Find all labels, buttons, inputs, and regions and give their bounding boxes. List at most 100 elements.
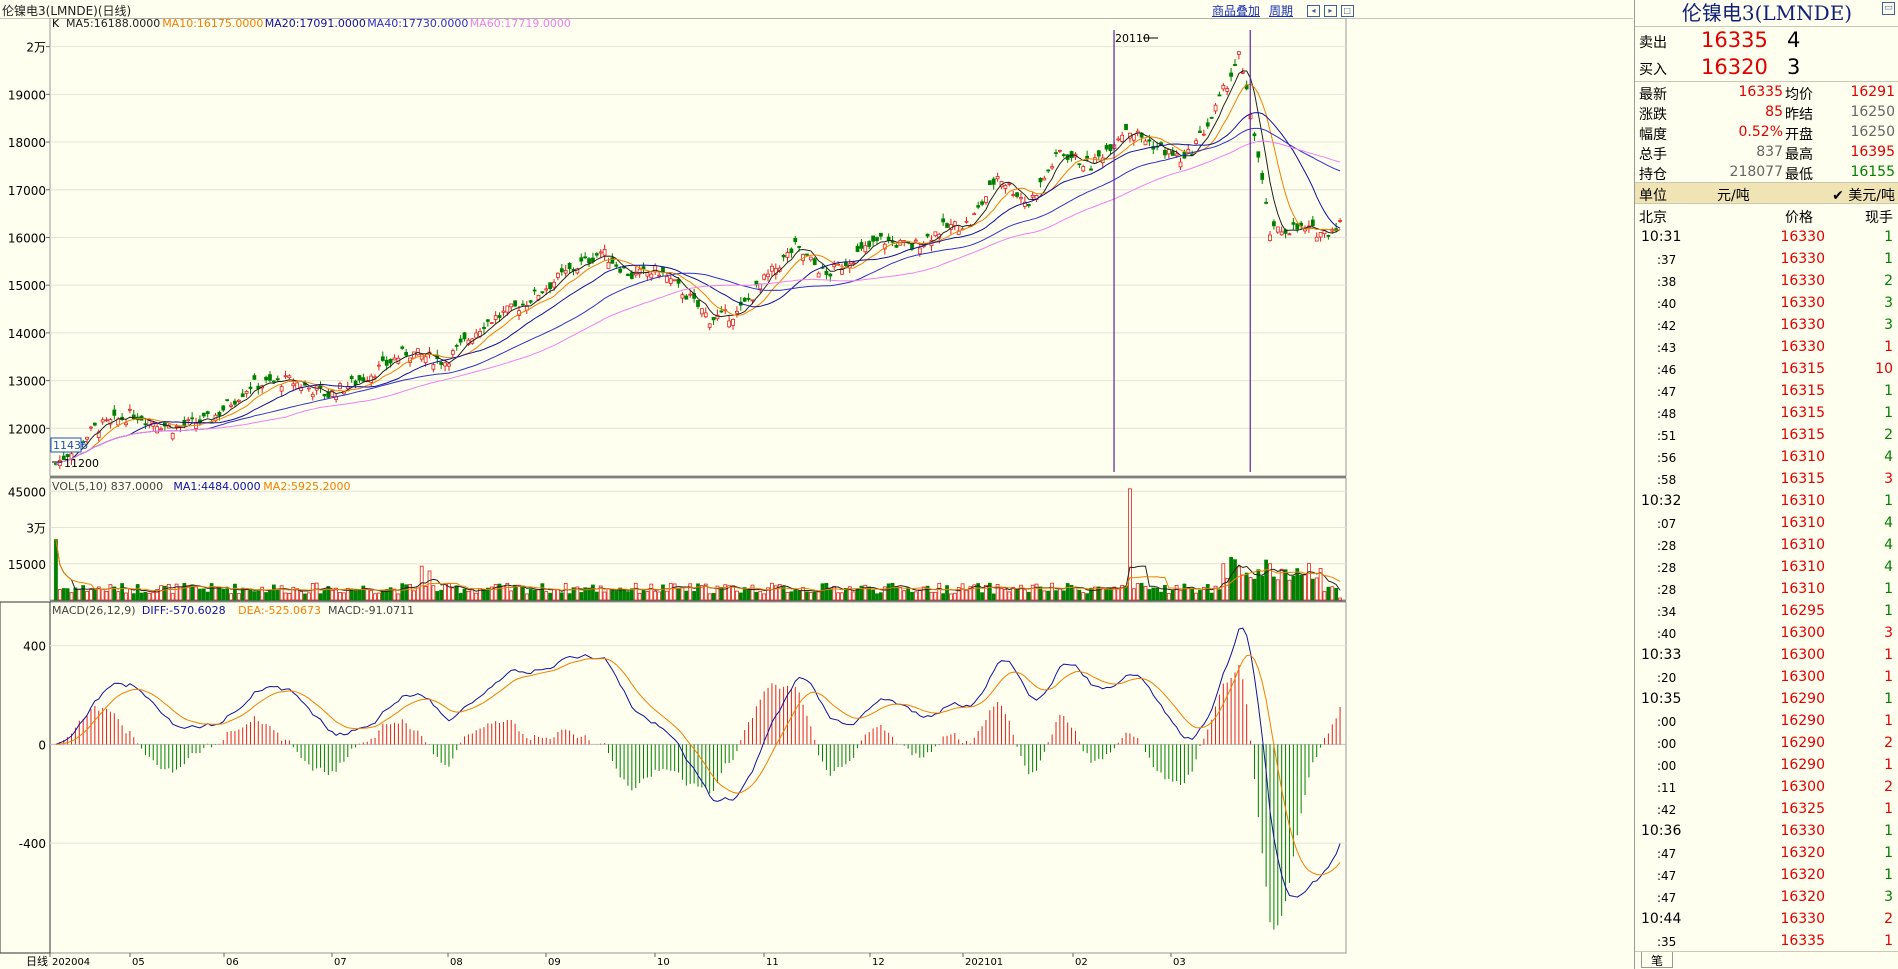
candle	[598, 251, 603, 254]
macd-tick-label: -400	[19, 837, 46, 851]
dea-line	[55, 654, 1341, 876]
next-icon[interactable]: ▸	[1323, 5, 1337, 17]
volume-bar	[201, 588, 206, 601]
restore-icon[interactable]: □	[1340, 5, 1354, 17]
tick-time: :42	[1657, 319, 1677, 333]
candle	[1240, 71, 1245, 74]
candle	[645, 272, 650, 277]
chart-area[interactable]: 20110 11200 11436 K MA5:16188.0000 MA10:16175…	[0, 18, 1633, 969]
macd-panel[interactable]: MACD(26,12,9) DIFF:-570.6028 DEA:-525.0673…	[52, 604, 1341, 930]
candle	[1338, 220, 1342, 222]
candle	[629, 272, 634, 279]
volume-bar	[1112, 586, 1117, 601]
volume-bar	[1182, 583, 1187, 601]
stat-value: 16250	[1850, 124, 1895, 140]
candle	[485, 319, 490, 322]
candle	[322, 393, 327, 397]
date-tick-label: 02	[1075, 957, 1088, 968]
volume-bar	[575, 586, 580, 601]
volume-bar	[135, 584, 140, 601]
tick-row: :00 16290 2	[1635, 732, 1898, 754]
ma5-line	[55, 70, 1341, 465]
ma40-line	[55, 127, 1341, 465]
volume-bar	[124, 592, 128, 601]
date-tick-label: 12	[872, 957, 885, 968]
tick-price: 16330	[1780, 317, 1825, 333]
volume-bar	[1201, 587, 1206, 601]
volume-bar	[1303, 573, 1307, 601]
volume-bar	[1108, 587, 1113, 601]
tick-list[interactable]: 10:31 16330 1:37 16330 1:38 16330 2:40 16330 3:4…	[1635, 226, 1898, 952]
volume-bar	[1252, 578, 1257, 601]
volume-bar	[754, 591, 759, 601]
candle	[594, 253, 599, 256]
candle	[886, 236, 891, 241]
candle	[271, 380, 276, 383]
volume-bar	[1178, 589, 1183, 601]
prev-icon[interactable]: ◂	[1307, 5, 1320, 17]
candle	[501, 310, 506, 313]
tick-row: :40 16330 3	[1635, 292, 1898, 314]
volume-bar	[365, 589, 370, 601]
window-buttons[interactable]: ◂ ▸ □	[1307, 2, 1354, 17]
candlestick-panel[interactable]: 20110 11200 11436 K MA5:16188.0000 MA10:16175…	[50, 18, 1342, 472]
volume-bar	[1042, 590, 1047, 601]
candle	[112, 409, 117, 416]
tick-tab[interactable]: 笔	[1641, 952, 1673, 968]
panel-menu-icon[interactable]: ▭	[1882, 2, 1895, 15]
volume-bar	[571, 587, 576, 601]
candle	[194, 422, 198, 429]
volume-bar	[357, 588, 362, 601]
candle	[310, 393, 315, 398]
tick-time: :46	[1657, 363, 1677, 377]
candle	[579, 257, 584, 262]
tick-volume: 1	[1884, 383, 1893, 399]
candle	[859, 242, 864, 249]
candle	[482, 326, 486, 329]
volume-bar	[668, 583, 673, 601]
volume-bar	[244, 588, 249, 601]
candle	[1291, 222, 1296, 225]
volume-bar	[1085, 593, 1090, 601]
volume-bar	[384, 589, 389, 601]
candle	[548, 282, 553, 290]
period-link[interactable]: 周期	[1269, 4, 1294, 18]
volume-bar	[618, 587, 623, 601]
candle	[1318, 232, 1323, 238]
volume-bar	[415, 587, 420, 601]
volume-bar	[750, 584, 755, 601]
volume-bar	[373, 593, 377, 601]
volume-bar	[843, 587, 848, 601]
volume-bar	[330, 590, 335, 601]
volume-bar	[54, 539, 58, 601]
candle	[128, 408, 132, 411]
volume-bar	[738, 592, 743, 601]
candle	[357, 375, 362, 381]
tick-time: :28	[1657, 583, 1677, 597]
tick-row: :00 16290 1	[1635, 710, 1898, 732]
candle	[159, 428, 163, 431]
volume-bar	[610, 590, 615, 601]
volume-bar	[1096, 586, 1101, 601]
overlay-link[interactable]: 商品叠加	[1212, 4, 1261, 18]
volume-legend-item: VOL(5,10) 837.0000	[52, 480, 163, 493]
stat-value: 16155	[1850, 164, 1895, 180]
candle	[1209, 116, 1214, 119]
volume-frame	[49, 477, 1347, 601]
volume-bar	[1151, 587, 1156, 601]
candle	[1147, 139, 1152, 142]
volume-bar	[1264, 559, 1268, 601]
tick-row: :42 16325 1	[1635, 798, 1898, 820]
candle	[521, 303, 525, 306]
volume-bar	[1019, 584, 1023, 601]
volume-bar	[1120, 585, 1125, 601]
stat-row: 涨跌 85 昨结 16250	[1635, 102, 1898, 123]
volume-bar	[369, 590, 374, 601]
candle	[221, 405, 226, 411]
unit-alt-toggle[interactable]: ✔ 美元/吨	[1832, 188, 1895, 204]
volume-bar	[984, 584, 988, 601]
volume-panel[interactable]: VOL(5,10) 837.0000 MA1:4484.0000 MA2:5925.…	[52, 480, 1342, 601]
candle	[528, 300, 533, 303]
volume-bar	[260, 586, 265, 601]
candle	[174, 425, 179, 428]
